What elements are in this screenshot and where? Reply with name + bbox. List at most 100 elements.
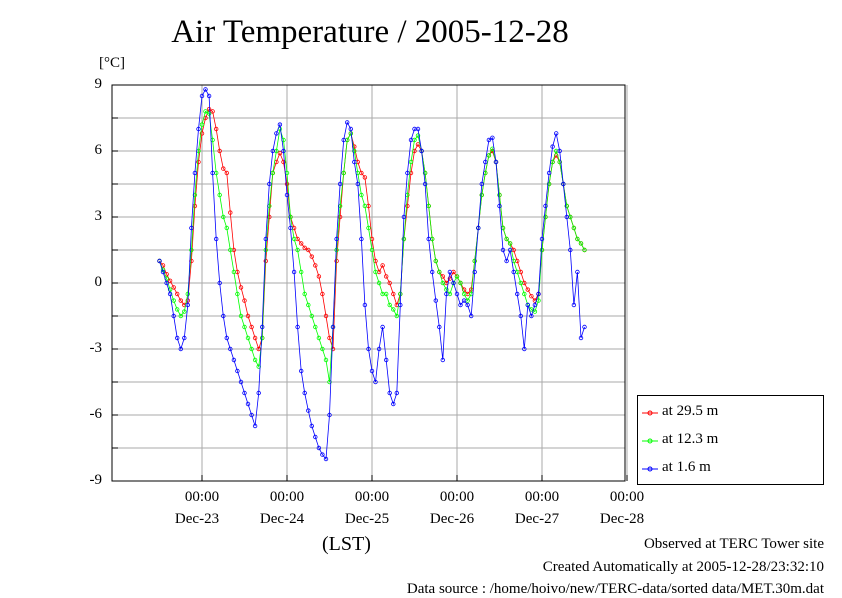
- data-point: [426, 236, 431, 242]
- data-point: [242, 390, 247, 396]
- data-point: [185, 291, 190, 297]
- series-line: [159, 110, 585, 383]
- data-point: [422, 181, 428, 187]
- data-point: [284, 181, 290, 187]
- data-point: [451, 280, 456, 286]
- data-point: [316, 335, 322, 341]
- data-point: [394, 313, 399, 319]
- data-point: [224, 335, 229, 341]
- data-point: [228, 247, 233, 253]
- series-layer: [157, 87, 587, 462]
- data-point: [380, 324, 385, 330]
- data-point: [284, 192, 290, 198]
- data-point: [245, 335, 251, 341]
- data-point: [245, 313, 251, 319]
- data-point: [341, 170, 346, 176]
- data-point: [281, 148, 286, 154]
- data-point: [291, 236, 297, 242]
- legend-item-1-6m: at 1.6 m: [638, 458, 823, 478]
- x-axis-label: (LST): [322, 533, 371, 555]
- data-point: [440, 357, 445, 363]
- x-tick-time: 00:00: [269, 489, 305, 505]
- x-tick-time: 00:00: [184, 489, 220, 505]
- tick-marks: [112, 84, 628, 482]
- data-point: [231, 269, 237, 275]
- data-point: [160, 269, 166, 275]
- data-point: [391, 291, 396, 297]
- data-point: [362, 175, 368, 180]
- data-point: [228, 210, 233, 215]
- data-point: [316, 274, 322, 279]
- data-point: [469, 313, 474, 319]
- data-point: [359, 192, 364, 198]
- data-point: [373, 379, 378, 385]
- data-point: [242, 324, 247, 330]
- data-point: [550, 144, 555, 149]
- y-tick-label: 3: [94, 208, 103, 224]
- data-point: [398, 302, 403, 308]
- data-point: [309, 423, 314, 429]
- data-point: [196, 126, 201, 132]
- data-point: [433, 298, 438, 303]
- data-point: [196, 159, 201, 165]
- data-point: [341, 137, 346, 143]
- data-point: [575, 236, 580, 242]
- data-point: [504, 258, 509, 264]
- data-point: [252, 423, 258, 429]
- data-point: [277, 122, 283, 127]
- data-point: [384, 274, 389, 279]
- data-point: [221, 166, 226, 171]
- data-point: [327, 379, 332, 385]
- data-point: [323, 357, 329, 363]
- footer-data-source: Data source : /home/hoivo/new/TERC-data/…: [406, 581, 824, 597]
- data-point: [274, 131, 279, 136]
- data-point: [352, 148, 357, 154]
- legend: at 29.5 m at 12.3 m at 1.6 m: [637, 395, 824, 485]
- data-point: [224, 225, 229, 231]
- x-tick-date: Dec-25: [344, 511, 390, 527]
- data-point: [199, 93, 205, 99]
- data-point: [327, 335, 332, 341]
- data-point: [174, 335, 180, 341]
- data-point: [334, 258, 339, 264]
- data-point: [376, 280, 382, 286]
- data-point: [362, 302, 368, 308]
- x-tick-time: 00:00: [439, 489, 475, 505]
- data-point: [384, 357, 389, 363]
- legend-item-29-5m: at 29.5 m: [638, 402, 823, 422]
- footer-observed: Observed at TERC Tower site: [643, 536, 824, 552]
- data-point: [472, 258, 477, 264]
- data-point: [299, 368, 304, 374]
- data-point: [352, 159, 357, 165]
- data-point: [497, 192, 502, 198]
- data-point: [178, 313, 183, 319]
- data-point: [557, 148, 562, 154]
- data-point: [299, 269, 304, 275]
- data-point: [437, 324, 442, 330]
- data-point: [391, 307, 396, 312]
- data-point: [578, 335, 584, 341]
- data-point: [185, 302, 190, 308]
- legend-item-12-3m: at 12.3 m: [638, 430, 823, 450]
- data-point: [164, 280, 169, 286]
- data-point: [348, 126, 353, 132]
- data-point: [291, 269, 297, 275]
- data-point: [203, 109, 208, 114]
- x-tick-time: 00:00: [609, 489, 645, 505]
- data-point: [167, 291, 173, 297]
- y-tick-label: 0: [94, 274, 103, 290]
- legend-label: at 29.5 m: [662, 403, 719, 419]
- data-point: [458, 280, 463, 286]
- data-point: [522, 346, 527, 352]
- data-point: [504, 236, 509, 242]
- data-point: [539, 236, 545, 242]
- data-point: [260, 324, 265, 330]
- data-point: [369, 368, 375, 374]
- data-point: [238, 313, 244, 319]
- data-point: [299, 241, 304, 246]
- y-axis-unit: [°C]: [99, 55, 125, 71]
- data-point: [518, 280, 523, 286]
- data-point: [199, 131, 205, 136]
- data-point: [582, 324, 587, 330]
- data-point: [171, 285, 176, 290]
